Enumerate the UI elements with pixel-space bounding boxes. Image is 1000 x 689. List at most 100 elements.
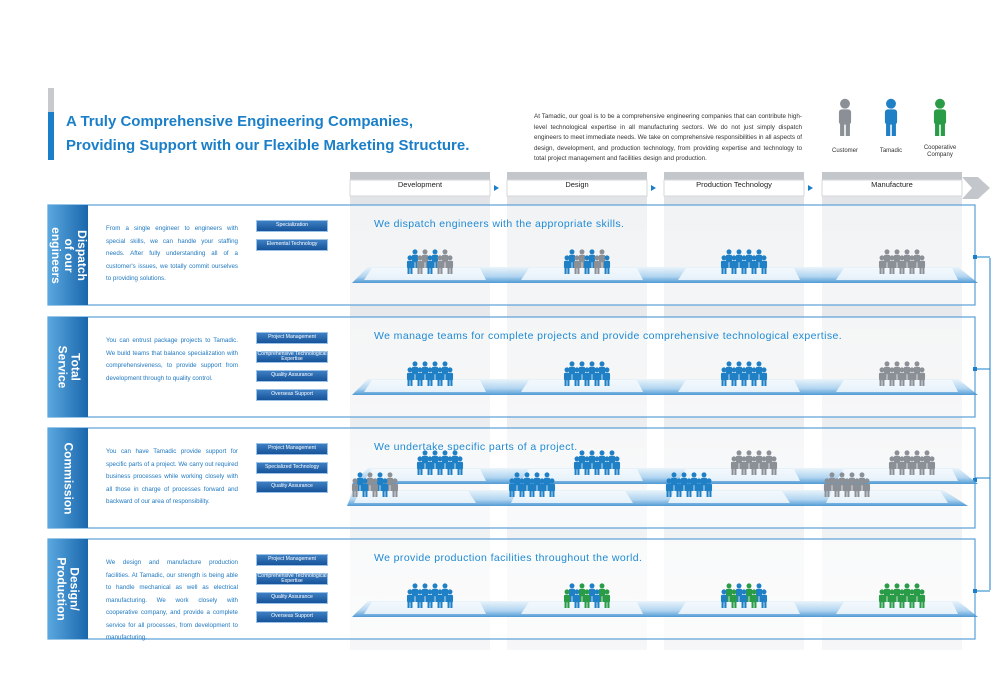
person-icon (456, 456, 464, 475)
person-icon (750, 255, 758, 274)
person-head (437, 456, 443, 462)
person-leg (597, 379, 600, 386)
person-leg (514, 484, 517, 491)
person-leg (594, 379, 597, 386)
person-leg (377, 484, 380, 491)
person-leg (567, 267, 570, 274)
person-head (721, 255, 727, 261)
person-leg (736, 373, 739, 380)
person-icon (903, 583, 911, 602)
person-icon (828, 472, 836, 491)
person-leg (390, 484, 393, 491)
person-leg (679, 490, 682, 497)
row-label: Commission (48, 428, 88, 528)
person-icon (573, 589, 581, 608)
person-leg (407, 267, 410, 274)
person-leg (696, 490, 699, 497)
person-icon (838, 472, 846, 491)
person-body (518, 483, 526, 492)
person-head (884, 361, 890, 367)
person-head (914, 450, 920, 456)
person-body (583, 594, 591, 603)
person-icon (878, 589, 886, 608)
person-leg (539, 490, 542, 497)
person-body (441, 366, 449, 375)
person-leg (897, 261, 900, 268)
person-icon (685, 478, 693, 497)
person-body (603, 260, 611, 269)
person-leg (614, 468, 617, 475)
person-icon (613, 456, 621, 475)
person-leg (417, 379, 420, 386)
person-icon (755, 249, 763, 268)
person-head (604, 589, 610, 595)
person-body (361, 483, 369, 492)
person-leg (512, 490, 515, 497)
person-body (695, 483, 703, 492)
person-icon (406, 367, 414, 386)
person-leg (681, 484, 684, 491)
person-icon (598, 249, 606, 268)
person-leg (432, 373, 435, 380)
person-head (447, 589, 453, 595)
person-leg (769, 462, 772, 469)
person-leg (736, 462, 739, 469)
person-body (665, 483, 673, 492)
person-icon (446, 255, 454, 274)
person-leg (892, 267, 895, 274)
title-line: A Truly Comprehensive Engineering Compan… (66, 113, 414, 130)
person-body (720, 594, 728, 603)
person-body (675, 483, 683, 492)
person-icon (568, 583, 576, 602)
person-leg (437, 468, 440, 475)
person-head (609, 450, 615, 456)
platform (347, 490, 968, 506)
person-head (427, 367, 433, 373)
person-leg (589, 462, 592, 469)
person-leg (897, 373, 900, 380)
person-leg (904, 261, 907, 268)
person-leg (579, 373, 582, 380)
person-leg (549, 490, 552, 497)
person-icon (725, 249, 733, 268)
person-leg (440, 468, 443, 475)
person-leg (751, 468, 754, 475)
person-leg (734, 468, 737, 475)
person-head (432, 450, 438, 456)
person-icon (735, 450, 743, 469)
person-leg (731, 601, 734, 608)
platform-tile (521, 602, 643, 614)
person-leg (529, 490, 532, 497)
person-head (514, 472, 520, 478)
phase-label: Development (397, 180, 443, 189)
person-leg (666, 490, 669, 497)
person-head (584, 589, 590, 595)
person-body (720, 260, 728, 269)
person-body (608, 455, 616, 464)
person-head (751, 589, 757, 595)
person-icon (421, 583, 429, 602)
person-head (564, 367, 570, 373)
person-head (377, 472, 383, 478)
person-leg (754, 468, 757, 475)
person-leg (604, 379, 607, 386)
person-body (755, 366, 763, 375)
person-leg (729, 373, 732, 380)
person-body (918, 594, 926, 603)
person-body (918, 461, 926, 470)
person-leg (904, 595, 907, 602)
person-head (746, 361, 752, 367)
phase-band (349, 179, 491, 197)
person-leg (709, 490, 712, 497)
person-icon (578, 249, 586, 268)
person-body (416, 372, 424, 381)
person-leg (552, 490, 555, 497)
person-leg (842, 484, 845, 491)
person-leg (721, 267, 724, 274)
person-leg (367, 484, 370, 491)
person-icon (421, 361, 429, 380)
person-body (436, 594, 444, 603)
person-leg (691, 484, 694, 491)
person-leg (445, 261, 448, 268)
